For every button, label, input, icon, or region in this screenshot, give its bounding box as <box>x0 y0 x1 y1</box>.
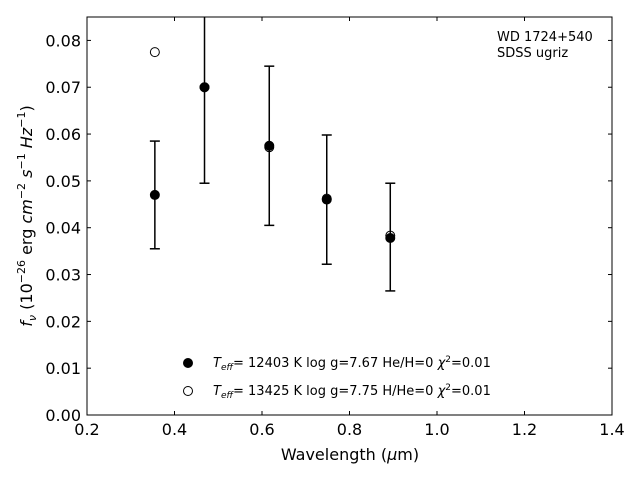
x-tick-label: 0.4 <box>162 420 187 439</box>
data-point-open <box>321 193 332 204</box>
y-tick-label: 0.04 <box>45 219 81 238</box>
x-tick-label: 1.0 <box>424 420 449 439</box>
x-tick-label: 0.8 <box>337 420 362 439</box>
y-tick-label: 0.03 <box>45 266 81 285</box>
data-point-open <box>385 230 396 241</box>
data-point-open <box>264 142 275 153</box>
y-tick-label: 0.08 <box>45 31 81 50</box>
x-axis-label: Wavelength (μm) <box>281 445 419 464</box>
data-point-open <box>199 82 210 93</box>
legend-entry-1: Teff= 12403 K log g=7.67 He/H=0 χ2=0.01 <box>213 355 491 373</box>
y-tick-label: 0.01 <box>45 359 81 378</box>
data-point-filled <box>149 189 160 200</box>
x-tick-label: 0.6 <box>249 420 274 439</box>
legend-marker-open <box>183 386 193 396</box>
annotation-object: WD 1724+540 <box>497 30 593 45</box>
y-tick-label: 0.02 <box>45 312 81 331</box>
data-point-open <box>149 47 160 58</box>
y-tick-label: 0.07 <box>45 78 81 97</box>
legend-entry-2: Teff= 13425 K log g=7.75 H/He=0 χ2=0.01 <box>213 383 491 401</box>
ticks-layer: 0.2 0.4 0.6 0.8 1.0 1.2 1.4 0.00 0.01 0.02 0.03 0.0… <box>45 17 625 439</box>
data-point-filled <box>385 233 396 244</box>
y-axis-label: fν (10−26 erg cm−2 s−1 Hz−1) <box>15 105 39 326</box>
x-tick-label: 0.2 <box>74 420 99 439</box>
legend-marker-filled <box>183 358 193 368</box>
errorbar-layer <box>149 17 396 292</box>
y-tick-label: 0.06 <box>45 125 81 144</box>
annotation-survey: SDSS ugriz <box>497 46 568 61</box>
x-tick-label: 1.2 <box>512 420 537 439</box>
legend: Teff= 12403 K log g=7.67 He/H=0 χ2=0.01 … <box>183 355 491 401</box>
marker-layer <box>149 47 396 244</box>
y-tick-label: 0.05 <box>45 172 81 191</box>
x-tick-label: 1.4 <box>599 420 624 439</box>
y-tick-label: 0.00 <box>45 406 81 425</box>
